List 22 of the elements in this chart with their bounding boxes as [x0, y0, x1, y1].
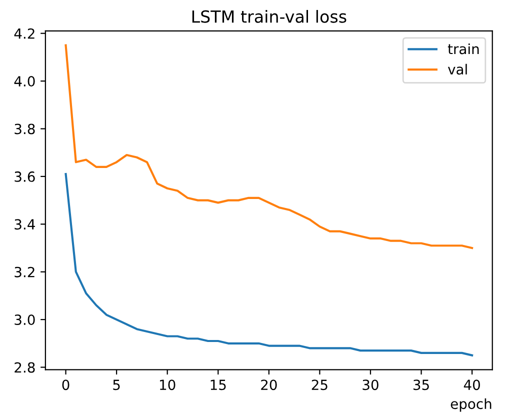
- x-tick-label: 20: [261, 380, 277, 390]
- y-tick-label: 3.8: [14, 124, 35, 134]
- y-tick-label: 3.4: [14, 219, 35, 230]
- y-tick-label: 3.2: [14, 266, 34, 278]
- x-tick-label: 35: [413, 380, 429, 390]
- chart-title: LSTM train-val loss: [192, 10, 346, 23]
- legend-label: val: [448, 64, 467, 75]
- y-tick-label: 2.8: [14, 362, 35, 373]
- x-axis-title: epoch: [450, 398, 492, 412]
- x-tick-label: 40: [464, 380, 480, 390]
- x-tick-label: 5: [113, 380, 120, 390]
- y-tick-label: 4.2: [14, 28, 34, 39]
- y-tick-label: 4.0: [14, 76, 35, 87]
- x-tick-label: 10: [160, 380, 176, 390]
- x-tick-label: 25: [312, 380, 328, 390]
- line-series: [64, 173, 474, 356]
- x-tick-label: 0: [62, 380, 70, 390]
- x-tick-label: 15: [210, 380, 226, 390]
- legend-label: train: [448, 43, 479, 54]
- x-tick-label: 30: [362, 380, 378, 390]
- y-tick-label: 3.0: [14, 314, 35, 326]
- y-tick-label: 3.6: [14, 171, 35, 182]
